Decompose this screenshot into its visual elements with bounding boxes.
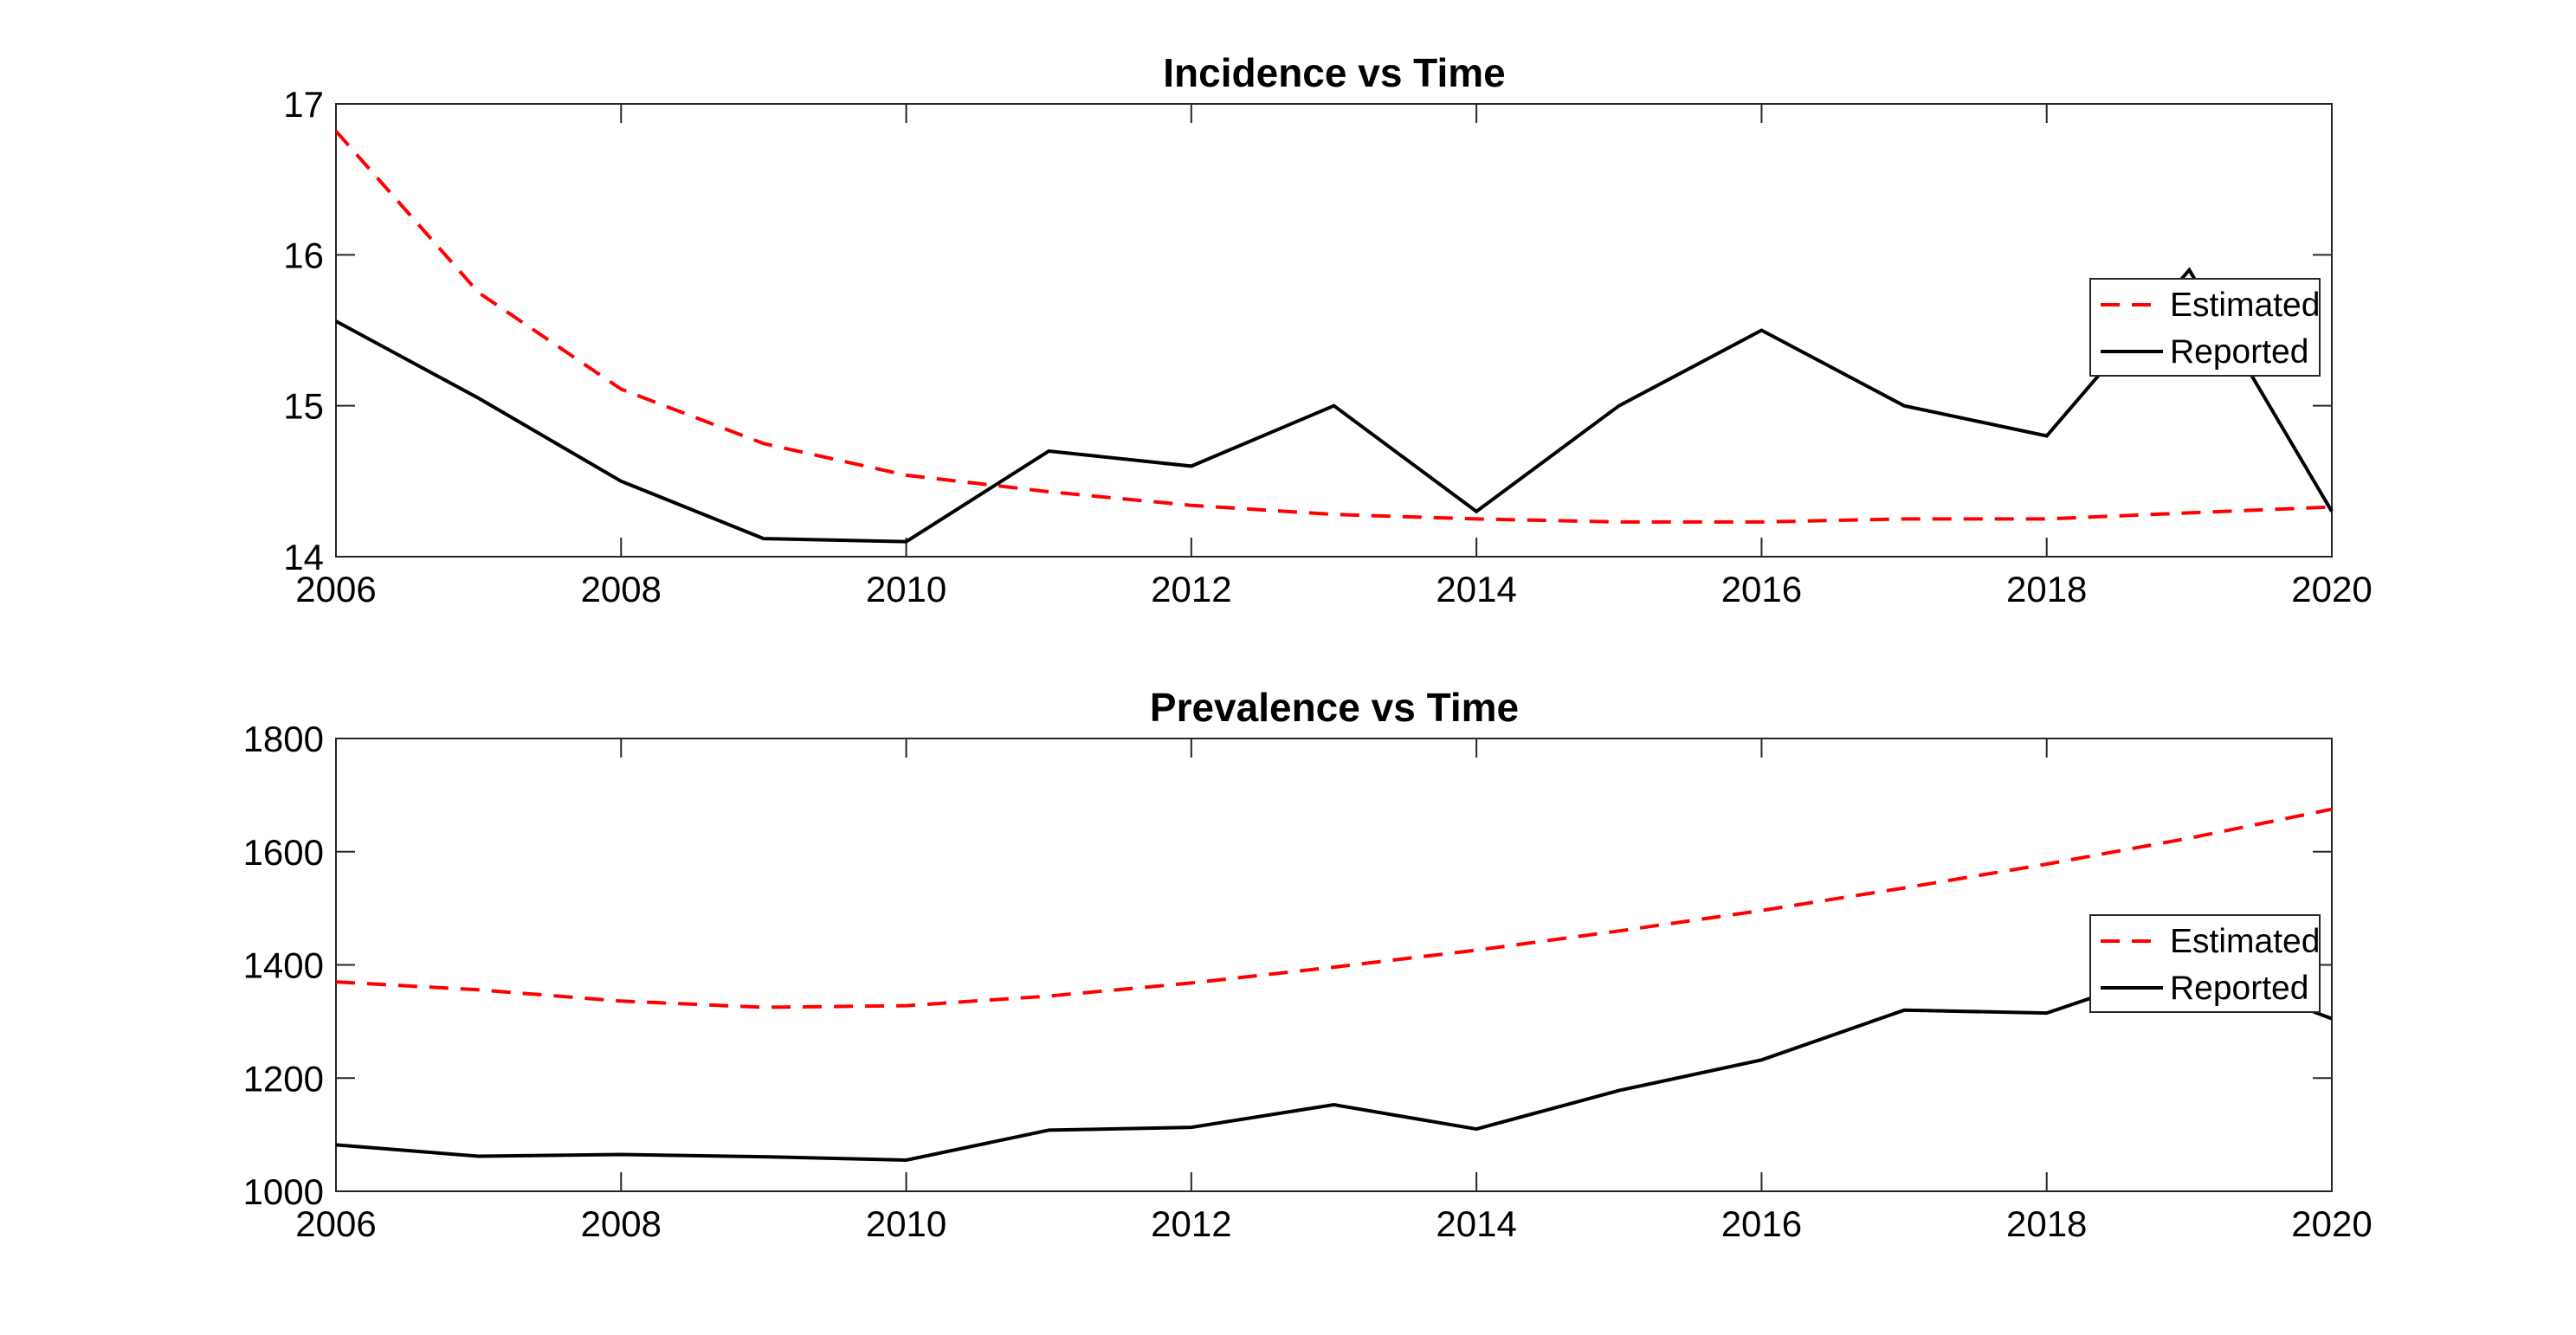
incidence-x-tick-label: 2010: [866, 569, 946, 609]
prevalence-x-tick-label: 2018: [2006, 1203, 2087, 1244]
incidence-series-estimated-line: [334, 130, 2333, 524]
incidence-x-tick-label: 2018: [2006, 569, 2087, 609]
incidence-chart-title: Incidence vs Time: [1163, 50, 1505, 95]
incidence-x-tick-label: 2016: [1721, 569, 1802, 609]
incidence-legend-label-estimated: Estimated: [2170, 287, 2320, 324]
prevalence-plot-area: 2006 2008 2010 2012 2014 2016 2018 2020 1000 1200…: [243, 719, 2373, 1244]
incidence-x-tick-label: 2006: [295, 569, 376, 609]
prevalence-legend: Estimated Reported: [2089, 914, 2321, 1013]
incidence-subplot: Incidence vs Time 2006 2008 2010 2012 2014 20…: [283, 50, 2372, 609]
prevalence-x-tick-label: 2016: [1721, 1203, 1802, 1244]
prevalence-legend-label-reported: Reported: [2170, 970, 2308, 1007]
incidence-x-tick-label: 2008: [581, 569, 662, 609]
incidence-legend: Estimated Reported: [2089, 278, 2321, 377]
prevalence-legend-box: [2089, 914, 2321, 1013]
prevalence-y-tick-label: 1200: [243, 1058, 324, 1099]
prevalence-axes-box: [335, 738, 2333, 1192]
prevalence-x-tick-label: 2014: [1436, 1203, 1516, 1244]
incidence-y-tick-label: 17: [283, 84, 324, 125]
prevalence-y-tick-label: 1000: [243, 1171, 324, 1212]
prevalence-x-tick-label: 2012: [1151, 1203, 1231, 1244]
prevalence-chart-title: Prevalence vs Time: [1150, 685, 1519, 730]
prevalence-y-tick-label: 1800: [243, 719, 324, 759]
prevalence-series-reported-line: [335, 963, 2333, 1163]
prevalence-x-tick-label: 2010: [866, 1203, 946, 1244]
incidence-y-tick-label: 15: [283, 386, 324, 427]
prevalence-series-estimated-line: [335, 807, 2333, 1009]
incidence-series-reported-line: [335, 267, 2334, 544]
prevalence-x-tick-label: 2020: [2291, 1203, 2372, 1244]
prevalence-x-tick-label: 2008: [581, 1203, 662, 1244]
incidence-legend-label-reported: Reported: [2170, 333, 2308, 371]
incidence-y-tick-label: 14: [283, 537, 324, 577]
incidence-plot-area: 2006 2008 2010 2012 2014 2016 2018 2020 14 15 16 17…: [283, 84, 2372, 609]
incidence-x-tick-label: 2020: [2291, 569, 2372, 609]
prevalence-legend-label-estimated: Estimated: [2170, 923, 2320, 960]
prevalence-y-tick-label: 1600: [243, 832, 324, 873]
prevalence-subplot: Prevalence vs Time 2006 2008 2010 2012 2014 2…: [243, 685, 2373, 1244]
prevalence-x-tick-label: 2006: [295, 1203, 376, 1244]
incidence-x-tick-label: 2014: [1436, 569, 1516, 609]
incidence-x-tick-label: 2012: [1151, 569, 1231, 609]
incidence-y-tick-label: 16: [283, 235, 324, 275]
prevalence-y-tick-label: 1400: [243, 945, 324, 986]
incidence-axes-box: [335, 103, 2333, 558]
incidence-legend-box: [2089, 278, 2321, 377]
